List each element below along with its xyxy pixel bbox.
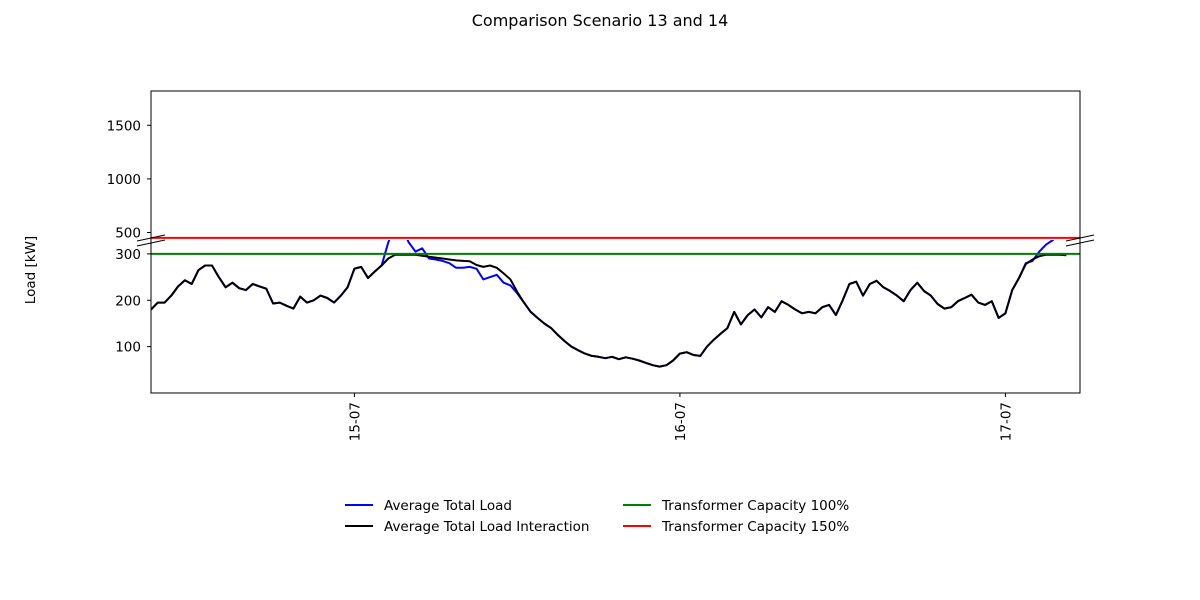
x-tick-label-16-07: 16-07 <box>673 402 689 441</box>
x-tick-label-15-07: 15-07 <box>347 402 363 441</box>
series-line-average-total-load-interaction-upper <box>151 254 1066 280</box>
lower-y-tick-label-100: 100 <box>115 340 141 356</box>
series-line-average-total-load-upper <box>151 247 1066 280</box>
legend-label-average-total-load: Average Total Load <box>384 498 512 514</box>
lower-panel-series <box>151 240 1080 368</box>
legend-label-average-total-load-interaction: Average Total Load Interaction <box>384 519 589 535</box>
lower-y-tick-label-200: 200 <box>115 293 141 309</box>
chart-title: Comparison Scenario 13 and 14 <box>472 11 729 30</box>
upper-y-tick-label-1500: 1500 <box>107 118 141 134</box>
y-axis-label: Load [kW] <box>23 236 39 304</box>
upper-panel-series <box>151 236 1080 280</box>
legend: Average Total Load Average Total Load In… <box>345 498 849 535</box>
upper-y-tick-label-1000: 1000 <box>107 172 141 188</box>
upper-panel-frame <box>150 90 1081 240</box>
axis-break-mark-right-upper <box>1065 234 1095 242</box>
axis-break-mark-left-lower <box>136 239 166 247</box>
axis-break-mark-left-upper <box>136 234 166 242</box>
axis-break-mark-right-lower <box>1065 239 1095 247</box>
legend-label-transformer-capacity-150: Transformer Capacity 150% <box>661 519 849 535</box>
upper-y-tick-label-500: 500 <box>115 225 141 241</box>
lower-y-tick-label-300: 300 <box>115 247 141 263</box>
series-line-average-total-load-interaction-lower <box>151 253 1067 368</box>
plot-area: 500 1000 1500 100 200 300 15-07 16-07 17-07 <box>107 90 1095 441</box>
lower-panel-frame <box>150 240 1081 394</box>
legend-label-transformer-capacity-100: Transformer Capacity 100% <box>661 498 849 514</box>
x-tick-label-17-07: 17-07 <box>998 402 1014 441</box>
